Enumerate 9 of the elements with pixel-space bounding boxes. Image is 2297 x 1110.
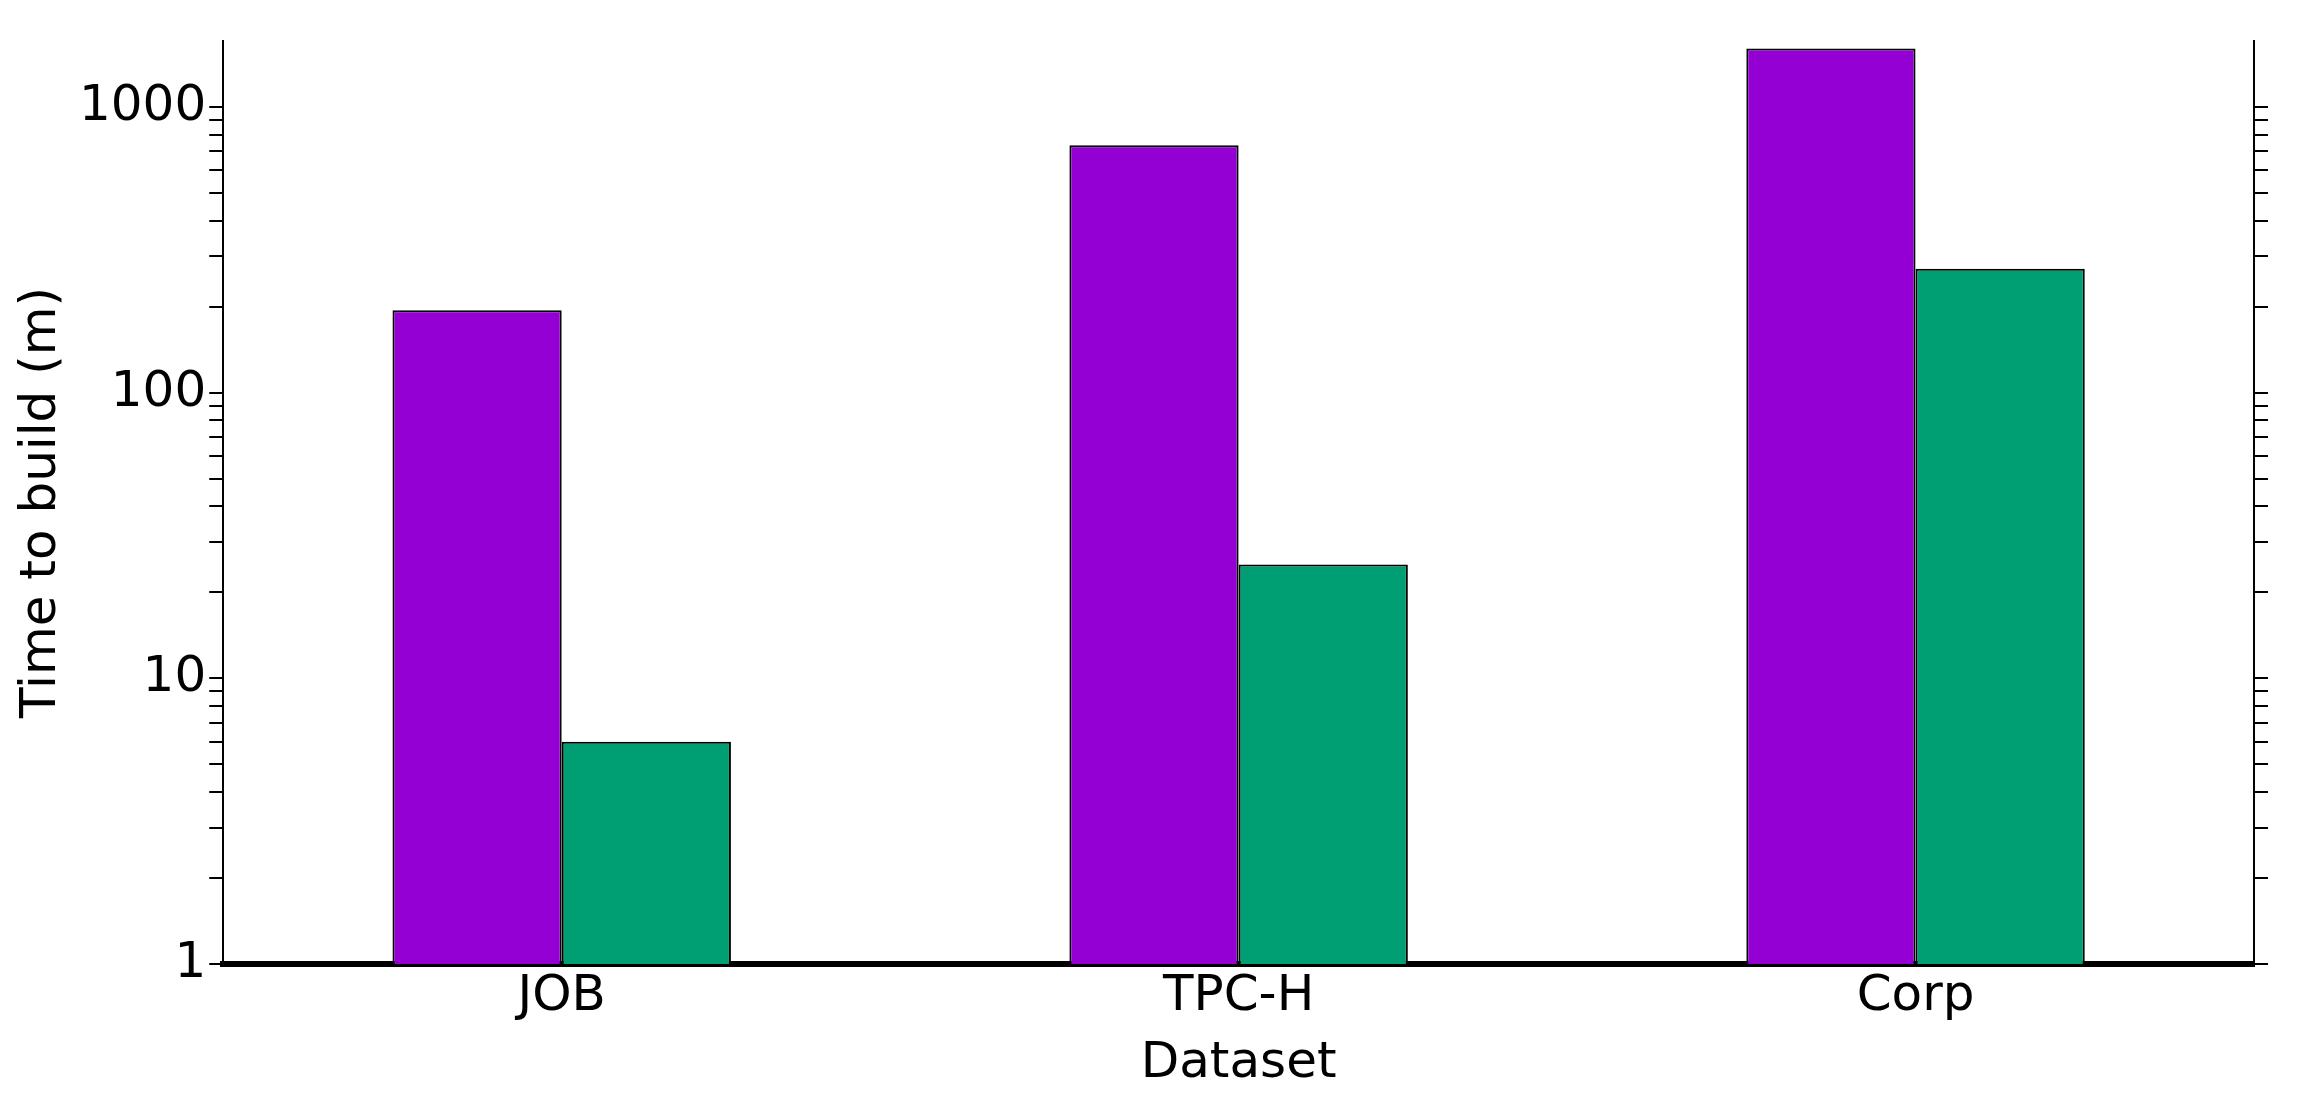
x-tick-label: Corp [1856,963,1975,1022]
y-tick-label: 1 [174,930,207,989]
x-axis-title: Dataset [1140,1030,1337,1089]
y-axis-title: Time to build (m) [8,287,67,719]
y-tick-label: 100 [110,359,207,418]
x-tick-label: TPC-H [1162,963,1315,1022]
y-tick-label: 10 [142,645,207,704]
x-tick-label: JOB [514,963,606,1022]
y-tick-label: 1000 [79,73,207,132]
